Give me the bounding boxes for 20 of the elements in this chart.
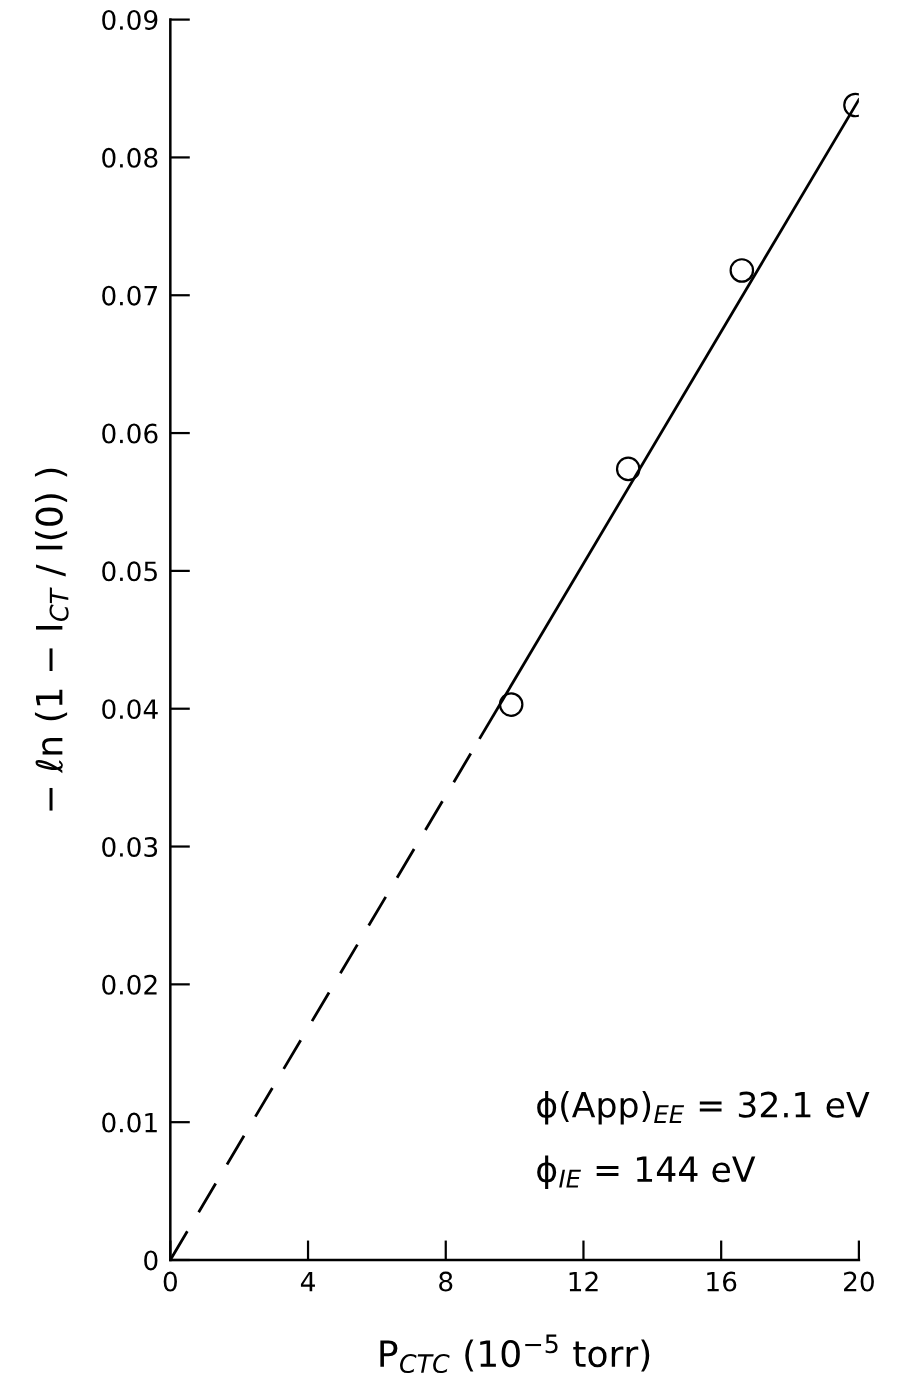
x-tick-label: 4 bbox=[300, 1271, 315, 1292]
y-tick-label: 0.05 bbox=[102, 561, 157, 582]
y-tick-label: 0.04 bbox=[102, 699, 158, 720]
x-tick-label: 8 bbox=[439, 1271, 453, 1292]
x-tick-label: 20 bbox=[844, 1271, 874, 1292]
x-tick-label: 12 bbox=[569, 1271, 598, 1292]
y-tick-label: 0.02 bbox=[102, 974, 157, 995]
y-tick-label: 0 bbox=[144, 1250, 158, 1271]
x-axis-title: P$_{CTC}$ (10$^{−5}$ torr) bbox=[380, 1334, 650, 1374]
y-tick-label: 0.06 bbox=[102, 423, 158, 444]
y-tick-label: 0.07 bbox=[102, 285, 157, 306]
y-tick-label: 0.01 bbox=[102, 1112, 157, 1133]
annotation: ϕ(App)$_{EE}$ = 32.1 eV bbox=[537, 1090, 870, 1125]
annotation: ϕ$_{IE}$ = 144 eV bbox=[537, 1155, 756, 1190]
x-tick-label: 0 bbox=[163, 1271, 177, 1292]
x-tick-label: 16 bbox=[707, 1271, 737, 1292]
y-tick-label: 0.09 bbox=[102, 10, 158, 30]
y-tick-label: 0.08 bbox=[102, 147, 158, 168]
y-tick-label: 0.03 bbox=[102, 836, 158, 857]
y-axis-title: − ℓn (1 − I$_{CT}$ / I(0) ) bbox=[34, 468, 69, 811]
